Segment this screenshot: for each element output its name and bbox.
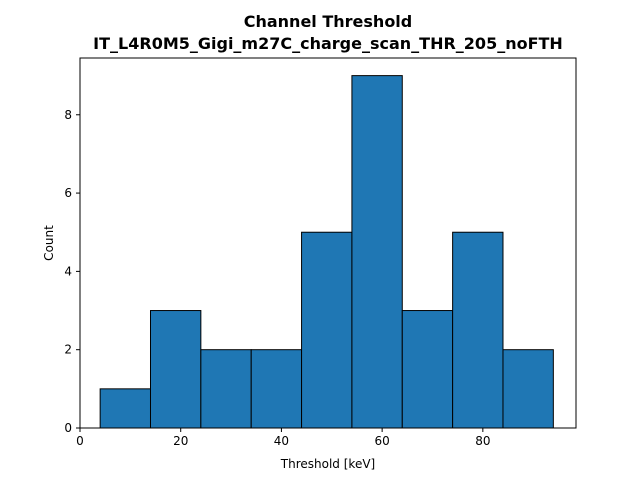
histogram-bar — [149, 310, 202, 429]
x-tick-label: 20 — [173, 434, 188, 448]
histogram-bar — [452, 231, 504, 429]
x-tick-label: 40 — [274, 434, 289, 448]
histogram-bar — [301, 231, 353, 429]
plot-frame — [79, 57, 577, 429]
chart-title: Channel Threshold — [244, 12, 413, 31]
histogram-bar — [250, 349, 303, 429]
y-tick-label: 0 — [64, 421, 72, 435]
y-tick-label: 8 — [64, 108, 72, 122]
x-tick-label: 60 — [374, 434, 389, 448]
histogram-bar — [99, 388, 151, 429]
x-tick-label: 80 — [475, 434, 490, 448]
chart-subtitle: IT_L4R0M5_Gigi_m27C_charge_scan_THR_205_… — [93, 34, 563, 53]
histogram-bar — [200, 349, 252, 429]
y-tick-label: 4 — [64, 264, 72, 278]
y-tick-label: 2 — [64, 343, 72, 357]
y-axis-label: Count — [42, 225, 56, 261]
x-axis-label: Threshold [keV] — [280, 457, 375, 471]
y-axis-ticks: 0 2 4 6 8 — [64, 108, 80, 435]
histogram-bar — [502, 349, 554, 429]
bars-group — [99, 75, 554, 429]
y-tick-label: 6 — [64, 186, 72, 200]
x-tick-label: 0 — [76, 434, 84, 448]
histogram-bar — [351, 75, 403, 429]
histogram-bar — [401, 310, 454, 429]
x-axis-ticks: 0 20 40 60 80 — [76, 428, 490, 448]
